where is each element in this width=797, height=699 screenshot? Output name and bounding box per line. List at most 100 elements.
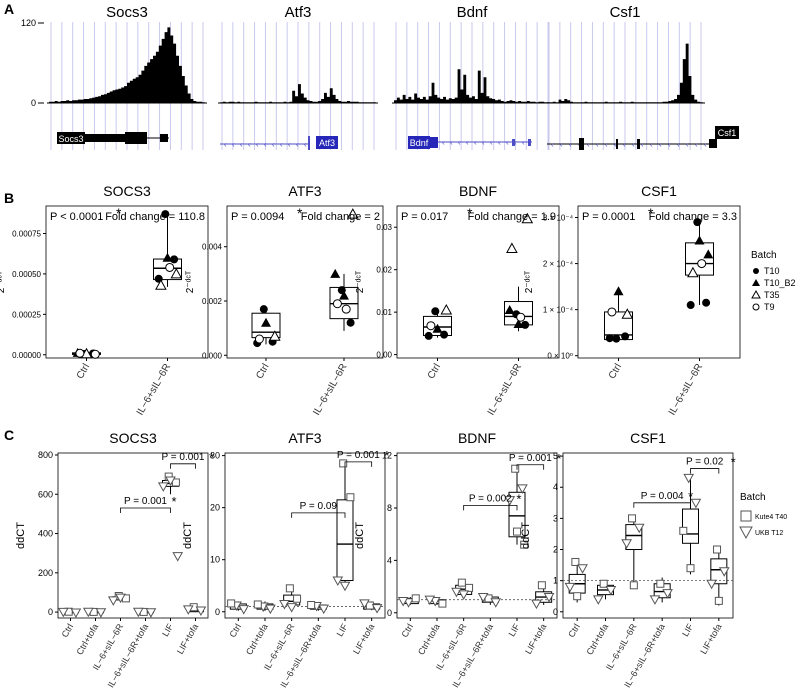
bracket-p-value: P = 0.001 <box>509 453 552 464</box>
p-value: P = 0.017 <box>401 211 448 223</box>
bracket-p-value: P = 0.001 <box>337 450 380 461</box>
strand-arrow: ‹ <box>272 140 275 149</box>
point-ukb-t12 <box>107 596 119 606</box>
significance-star: * <box>297 205 303 221</box>
x-tick-label: IL−6+sIL−6R <box>135 362 173 417</box>
y-tick-label: 0.02 <box>376 266 392 275</box>
point-t9 <box>90 349 100 359</box>
point-t10-b2 <box>694 235 705 245</box>
point-t9 <box>165 262 175 272</box>
point-kute4-t40 <box>628 514 637 523</box>
box <box>251 312 281 339</box>
legend-title: Batch <box>740 492 766 503</box>
significance-bracket <box>170 463 196 469</box>
exon <box>637 139 640 149</box>
significance-star: * <box>648 205 654 221</box>
fold-change: Fold change = 110.8 <box>105 211 205 223</box>
point-t9 <box>752 303 760 311</box>
point-t10 <box>431 307 440 316</box>
point-kute4-t40 <box>686 564 695 573</box>
x-tick-label: Ctrl <box>254 362 271 381</box>
box <box>508 491 526 538</box>
point-t35 <box>751 289 761 299</box>
point-ukb-t12 <box>115 593 126 604</box>
y-tick-label: 0.00025 <box>12 310 41 319</box>
point-t10 <box>521 320 530 329</box>
panel-label-c: C <box>4 427 14 443</box>
strand-arrow: ‹ <box>587 140 590 149</box>
y-tick-label: 0.00 <box>376 351 392 360</box>
panel-frame <box>396 205 560 359</box>
gene-label-bdnf: Bdnf <box>410 138 429 148</box>
point-kute4-t40 <box>227 599 236 608</box>
strand-arrow: ‹ <box>248 140 251 149</box>
strand-arrow: ‹ <box>240 140 243 149</box>
point-kute4-t40 <box>465 583 474 592</box>
point-t9 <box>332 299 342 309</box>
y-tick-label: 0 <box>553 607 558 617</box>
y-axis-label: ddCT <box>354 522 366 549</box>
point-kute4-t40 <box>713 545 722 554</box>
y-tick-label: 0.00050 <box>12 270 41 279</box>
y-axis-label: ddCT <box>520 522 532 549</box>
coverage-bdnf <box>394 69 550 103</box>
point-t35 <box>440 303 453 315</box>
point-t35 <box>155 279 167 290</box>
strand-arrow: ‹ <box>490 138 493 147</box>
point-kute4-t40 <box>457 578 466 587</box>
panel-frame <box>577 205 741 359</box>
point-ukb-t12 <box>339 581 351 592</box>
point-t10 <box>612 334 621 343</box>
strand-arrow: ‹ <box>288 140 291 149</box>
point-t35 <box>687 266 699 278</box>
y-tick-label: 0 <box>387 608 392 618</box>
point-t10 <box>693 218 702 227</box>
significance-bracket <box>463 504 518 511</box>
box <box>685 242 714 276</box>
point-ukb-t12 <box>57 607 69 618</box>
exon <box>85 134 125 142</box>
exon <box>709 139 717 148</box>
panel-title-bdnf: BDNF <box>459 183 497 199</box>
legend-entry: Kute4 T40 <box>755 514 787 521</box>
point-ukb-t12 <box>195 606 207 617</box>
p-value: P < 0.0001 <box>50 211 103 223</box>
significance-bracket <box>516 464 545 470</box>
point-t10 <box>702 298 711 307</box>
y-tick-label: 3 × 10⁻⁴ <box>543 214 574 223</box>
box <box>625 524 643 551</box>
bracket-p-value: P = 0.09 <box>300 501 338 512</box>
point-ukb-t12 <box>577 564 588 574</box>
strand-arrow: ‹ <box>506 138 509 147</box>
track-title-atf3: Atf3 <box>285 4 312 21</box>
point-t9 <box>607 307 617 317</box>
strand-arrow: ‹ <box>304 140 307 149</box>
strand-arrow: ‹ <box>514 138 517 147</box>
point-t10 <box>424 331 433 340</box>
p-value: P = 0.0001 <box>582 211 635 223</box>
point-kute4-t40 <box>740 510 752 522</box>
y-tick-label: 0.004 <box>202 243 223 252</box>
fold-change: Fold change = 2 <box>301 211 380 223</box>
bracket-p-value: P = 0.001 <box>162 452 205 463</box>
exon <box>579 138 584 150</box>
point-t35 <box>506 242 518 253</box>
strand-arrow: ‹ <box>466 138 469 147</box>
significance-bracket <box>633 502 691 508</box>
y-tick-label: 600 <box>38 489 53 499</box>
strand-arrow: ‹ <box>256 140 259 149</box>
panel-a-genome-tracks: Socs3 Atf3 Bdnf Csf1 120 0 Socs3 ‹ ‹ ‹ ‹ ‹ ‹ ‹ ‹ ‹ ‹ ‹ Atf… <box>21 4 739 150</box>
p-value: P = 0.0094 <box>231 211 284 223</box>
point-t9 <box>75 348 85 358</box>
point-t35 <box>346 208 359 219</box>
strand-arrow: ‹ <box>614 140 617 149</box>
strand-arrow: ‹ <box>560 140 563 149</box>
significance-star: * <box>731 455 736 470</box>
exon <box>528 139 531 146</box>
point-ukb-t12 <box>683 473 695 484</box>
y-tick-label: 30 <box>210 451 220 461</box>
x-tick-label: Ctrl <box>75 362 92 381</box>
x-tick-label: LIF <box>160 622 175 639</box>
strand-arrow: ‹ <box>641 140 644 149</box>
point-ukb-t12 <box>165 476 176 487</box>
